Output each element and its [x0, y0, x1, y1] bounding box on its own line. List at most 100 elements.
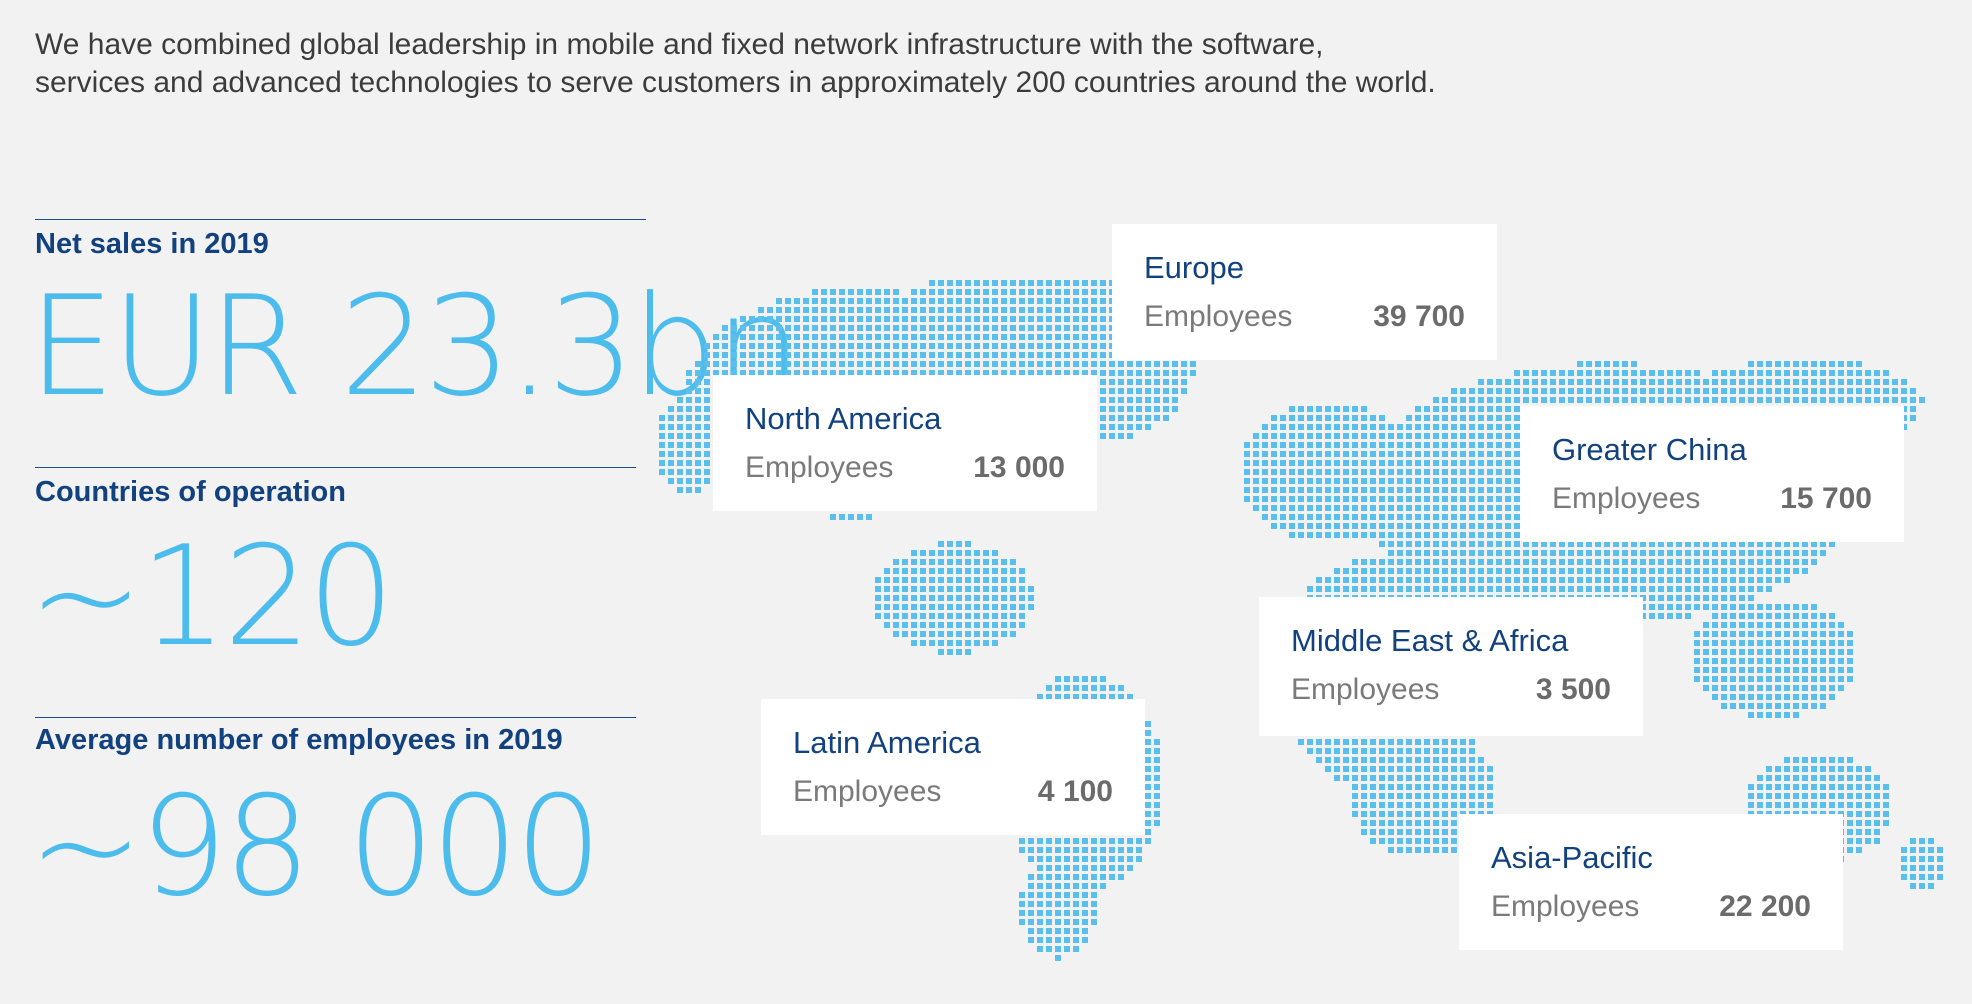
map-dot: [920, 577, 926, 583]
map-dot: [1118, 379, 1124, 385]
map-dot: [1073, 280, 1079, 286]
map-dot: [947, 343, 953, 349]
map-dot: [1514, 424, 1520, 430]
map-dot: [1622, 379, 1628, 385]
map-dot: [1568, 370, 1574, 376]
map-dot: [1352, 784, 1358, 790]
map-dot: [1028, 352, 1034, 358]
map-dot: [1037, 307, 1043, 313]
map-dot: [920, 289, 926, 295]
map-dot: [1442, 793, 1448, 799]
map-dot: [1496, 478, 1502, 484]
map-dot: [1136, 388, 1142, 394]
map-dot: [1136, 838, 1142, 844]
map-dot: [1766, 802, 1772, 808]
map-dot: [1595, 586, 1601, 592]
map-dot: [1154, 406, 1160, 412]
map-dot: [1469, 586, 1475, 592]
map-dot: [983, 622, 989, 628]
map-dot: [1757, 712, 1763, 718]
map-dot: [1460, 406, 1466, 412]
map-dot: [1541, 559, 1547, 565]
region-name: Middle East & Africa: [1291, 623, 1569, 658]
map-dot: [1073, 694, 1079, 700]
map-dot: [1100, 343, 1106, 349]
map-dot: [1496, 541, 1502, 547]
map-dot: [812, 289, 818, 295]
map-dot: [1703, 685, 1709, 691]
map-dot: [965, 631, 971, 637]
region-employees-label: Employees: [1144, 300, 1293, 333]
map-dot: [1505, 487, 1511, 493]
map-dot: [1901, 847, 1907, 853]
map-dot: [1793, 793, 1799, 799]
map-dot: [1559, 370, 1565, 376]
map-dot: [1001, 280, 1007, 286]
map-dot: [1298, 523, 1304, 529]
map-dot: [1172, 388, 1178, 394]
map-dot: [1082, 361, 1088, 367]
map-dot: [1478, 505, 1484, 511]
map-dot: [1487, 784, 1493, 790]
map-dot: [1514, 451, 1520, 457]
map-dot: [1721, 559, 1727, 565]
map-dot: [1415, 469, 1421, 475]
map-dot: [1721, 550, 1727, 556]
map-dot: [1307, 469, 1313, 475]
map-dot: [1604, 370, 1610, 376]
map-dot: [1424, 460, 1430, 466]
map-dot: [1055, 685, 1061, 691]
map-dot: [1523, 397, 1529, 403]
map-dot: [1766, 793, 1772, 799]
map-dot: [857, 361, 863, 367]
map-dot: [1289, 523, 1295, 529]
map-dot: [902, 577, 908, 583]
map-dot: [1181, 388, 1187, 394]
map-dot: [1109, 874, 1115, 880]
map-dot: [821, 370, 827, 376]
map-dot: [965, 325, 971, 331]
map-dot: [1667, 568, 1673, 574]
map-dot: [1424, 550, 1430, 556]
map-dot: [1307, 739, 1313, 745]
map-dot: [1685, 541, 1691, 547]
map-dot: [1064, 874, 1070, 880]
map-dot: [1082, 370, 1088, 376]
map-dot: [929, 559, 935, 565]
map-dot: [956, 577, 962, 583]
map-dot: [1820, 379, 1826, 385]
map-dot: [1244, 496, 1250, 502]
map-dot: [1595, 370, 1601, 376]
map-dot: [1460, 541, 1466, 547]
map-dot: [992, 316, 998, 322]
map-dot: [1793, 541, 1799, 547]
map-dot: [1442, 424, 1448, 430]
map-dot: [839, 316, 845, 322]
map-dot: [1694, 649, 1700, 655]
map-dot: [1487, 451, 1493, 457]
map-dot: [920, 352, 926, 358]
map-dot: [965, 289, 971, 295]
map-dot: [1019, 289, 1025, 295]
map-dot: [686, 397, 692, 403]
map-dot: [1532, 541, 1538, 547]
map-dot: [1559, 550, 1565, 556]
map-dot: [1307, 478, 1313, 484]
map-dot: [929, 289, 935, 295]
map-dot: [1442, 523, 1448, 529]
map-dot: [911, 595, 917, 601]
map-dot: [1046, 325, 1052, 331]
map-dot: [1001, 595, 1007, 601]
map-dot: [974, 640, 980, 646]
map-dot: [1541, 379, 1547, 385]
map-dot: [1523, 388, 1529, 394]
map-dot: [1910, 874, 1916, 880]
map-dot: [1730, 541, 1736, 547]
map-dot: [1145, 793, 1151, 799]
map-dot: [1586, 577, 1592, 583]
map-dot: [812, 316, 818, 322]
map-dot: [785, 370, 791, 376]
map-dot: [1100, 883, 1106, 889]
map-dot: [1046, 289, 1052, 295]
map-dot: [1694, 640, 1700, 646]
